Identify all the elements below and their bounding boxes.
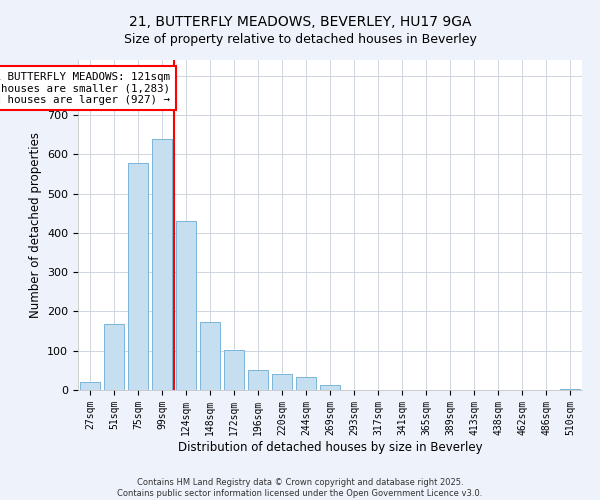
Bar bbox=[152, 138, 172, 390]
Text: 21, BUTTERFLY MEADOWS, BEVERLEY, HU17 9GA: 21, BUTTERFLY MEADOWS, BEVERLEY, HU17 9G… bbox=[129, 15, 471, 29]
Bar bbox=[176, 221, 196, 390]
Text: Contains HM Land Registry data © Crown copyright and database right 2025.
Contai: Contains HM Land Registry data © Crown c… bbox=[118, 478, 482, 498]
Bar bbox=[104, 324, 124, 390]
Text: 21 BUTTERFLY MEADOWS: 121sqm
← 57% of detached houses are smaller (1,283)
41% of: 21 BUTTERFLY MEADOWS: 121sqm ← 57% of de… bbox=[0, 72, 170, 105]
Bar bbox=[128, 164, 148, 390]
Bar bbox=[560, 389, 580, 390]
Bar bbox=[224, 350, 244, 390]
X-axis label: Distribution of detached houses by size in Beverley: Distribution of detached houses by size … bbox=[178, 440, 482, 454]
Bar bbox=[200, 322, 220, 390]
Bar bbox=[272, 374, 292, 390]
Y-axis label: Number of detached properties: Number of detached properties bbox=[29, 132, 41, 318]
Bar bbox=[320, 386, 340, 390]
Text: Size of property relative to detached houses in Beverley: Size of property relative to detached ho… bbox=[124, 32, 476, 46]
Bar bbox=[248, 370, 268, 390]
Bar bbox=[296, 377, 316, 390]
Bar bbox=[80, 382, 100, 390]
